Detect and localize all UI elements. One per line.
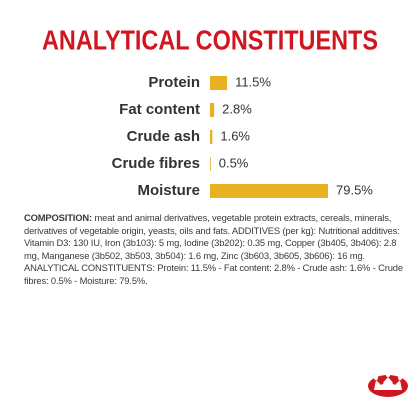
bar — [210, 157, 211, 171]
value-label: 0.5% — [219, 155, 249, 170]
value-label: 1.6% — [220, 128, 250, 143]
bar — [210, 130, 213, 144]
value-label: 79.5% — [336, 182, 373, 197]
value-label: 11.5% — [235, 74, 271, 89]
composition: COMPOSITION: meat and animal derivatives… — [24, 212, 404, 288]
chart-title: ANALYTICAL CONSTITUENTS — [42, 24, 378, 55]
bar — [210, 103, 215, 117]
category-label: Fat content — [119, 101, 200, 118]
category-label: Crude fibres — [112, 155, 200, 172]
category-label: Protein — [148, 74, 200, 91]
value-label: 2.8% — [222, 101, 252, 116]
composition-text: meat and animal derivatives, vegetable p… — [24, 212, 403, 286]
brand-logo — [368, 373, 408, 397]
composition-label: COMPOSITION: — [24, 212, 92, 223]
bar — [210, 184, 328, 198]
category-label: Crude ash — [127, 128, 200, 145]
category-label: Moisture — [137, 182, 200, 199]
bar — [210, 76, 228, 90]
